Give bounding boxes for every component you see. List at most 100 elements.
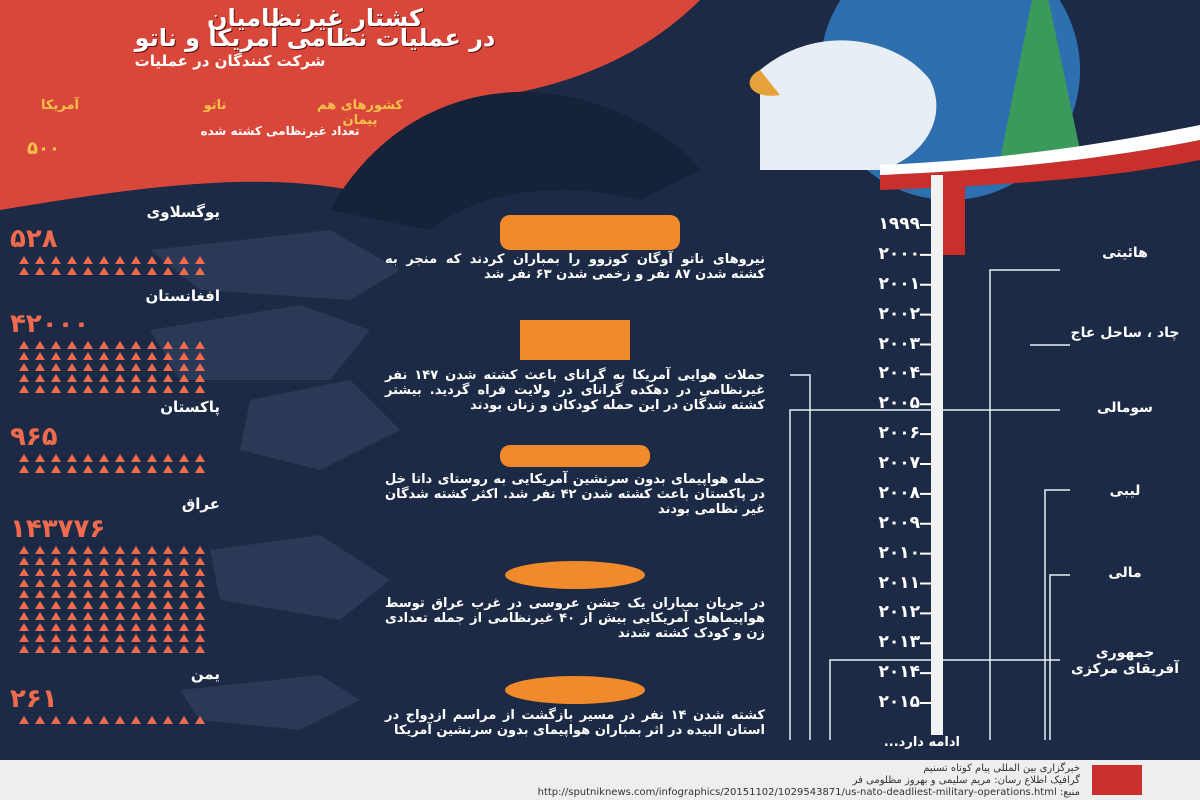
year-label: ۱۹۹۹	[878, 214, 920, 234]
casualty-icon	[131, 716, 141, 724]
year-label: ۲۰۱۴	[878, 662, 920, 683]
casualty-icon	[99, 546, 109, 554]
casualty-icon	[179, 385, 189, 393]
casualty-icon	[131, 363, 141, 371]
casualty-icon	[83, 634, 93, 642]
casualty-icon	[179, 352, 189, 360]
casualty-icon	[163, 465, 173, 473]
casualty-icon	[83, 465, 93, 473]
event-text: در جریان بمباران یک جشن عروسی در غرب عرا…	[385, 596, 765, 641]
casualty-icon	[115, 267, 125, 275]
casualty-icon	[195, 612, 205, 620]
casualty-icon	[67, 454, 77, 462]
casualty-icon	[19, 341, 29, 349]
year-label: ۲۰۰۸	[878, 482, 920, 503]
casualty-icon	[99, 601, 109, 609]
casualty-icon	[35, 385, 45, 393]
casualties-label: تعداد غیرنظامی کشته شده	[200, 124, 360, 138]
casualty-icon	[115, 374, 125, 382]
casualty-icon	[163, 454, 173, 462]
casualty-icon	[115, 579, 125, 587]
casualty-icon	[115, 363, 125, 371]
casualty-icon	[83, 612, 93, 620]
casualty-icon	[115, 634, 125, 642]
casualty-icon	[163, 385, 173, 393]
country-deaths: ۴۲۰۰۰	[10, 309, 90, 339]
casualty-icon	[163, 256, 173, 264]
casualty-icon	[99, 465, 109, 473]
casualty-icon	[195, 716, 205, 724]
casualty-icon	[83, 363, 93, 371]
casualty-icon	[115, 568, 125, 576]
casualty-icon	[195, 623, 205, 631]
casualty-icon	[51, 716, 61, 724]
casualty-icon	[115, 546, 125, 554]
casualty-icon	[67, 634, 77, 642]
year-label: ۲۰۱۳	[878, 632, 920, 653]
country-deaths: ۵۲۸	[10, 224, 58, 254]
casualty-icon	[99, 385, 109, 393]
casualty-icon	[163, 590, 173, 598]
casualty-icon	[35, 352, 45, 360]
casualty-icon	[19, 454, 29, 462]
casualty-icon	[67, 267, 77, 275]
country-name: افغانستان	[145, 287, 220, 305]
legend-title: شرکت کنندگان در عملیات	[134, 52, 326, 70]
casualty-icon	[179, 363, 189, 371]
casualty-icon	[99, 612, 109, 620]
casualty-icon	[163, 352, 173, 360]
casualty-icon	[179, 256, 189, 264]
casualty-icon	[83, 568, 93, 576]
casualty-icon	[83, 716, 93, 724]
year-label: ۲۰۱۵	[878, 692, 920, 712]
casualty-icon	[67, 579, 77, 587]
casualty-icon	[35, 568, 45, 576]
casualty-icon	[51, 645, 61, 653]
casualty-icon	[83, 579, 93, 587]
casualty-icon	[51, 256, 61, 264]
year-label: ۲۰۰۶	[878, 423, 920, 444]
casualty-icon	[147, 623, 157, 631]
year-label: ۲۰۱۰	[878, 542, 920, 563]
casualty-icon	[67, 465, 77, 473]
casualty-icon	[147, 601, 157, 609]
casualty-icon	[67, 352, 77, 360]
casualty-icon	[131, 374, 141, 382]
casualty-icon	[83, 623, 93, 631]
casualty-icon	[195, 341, 205, 349]
casualty-icon	[115, 352, 125, 360]
casualty-icon	[99, 341, 109, 349]
casualty-icon	[67, 590, 77, 598]
casualty-icon	[163, 546, 173, 554]
operation-label: هائیتی	[1102, 245, 1148, 261]
casualty-icon	[67, 568, 77, 576]
casualty-icon	[83, 546, 93, 554]
casualty-icon	[131, 256, 141, 264]
casualty-icon	[195, 363, 205, 371]
casualty-icon	[99, 557, 109, 565]
country-name: یوگسلاوی	[146, 203, 220, 221]
casualty-icon	[163, 634, 173, 642]
casualty-icon	[19, 546, 29, 554]
casualty-icon	[19, 256, 29, 264]
casualty-icon	[131, 634, 141, 642]
continued: ادامه دارد...	[883, 735, 960, 750]
casualty-icon	[99, 454, 109, 462]
casualty-icon	[67, 645, 77, 653]
operation-label: جمهوری آفریقای مرکزی	[1070, 645, 1180, 677]
casualty-icon	[179, 645, 189, 653]
casualty-icon	[67, 363, 77, 371]
casualty-icon	[195, 601, 205, 609]
operation-label: چاد ، ساحل عاج	[1070, 325, 1180, 341]
casualty-icon	[163, 612, 173, 620]
casualty-icon	[147, 256, 157, 264]
subtitle: در عملیات نظامی آمریکا و ناتو	[134, 24, 496, 52]
casualty-icon	[35, 341, 45, 349]
casualty-icon	[147, 363, 157, 371]
year-label: ۲۰۰۰	[878, 243, 920, 264]
casualty-icon	[195, 579, 205, 587]
casualty-icon	[35, 601, 45, 609]
casualty-icon	[131, 465, 141, 473]
